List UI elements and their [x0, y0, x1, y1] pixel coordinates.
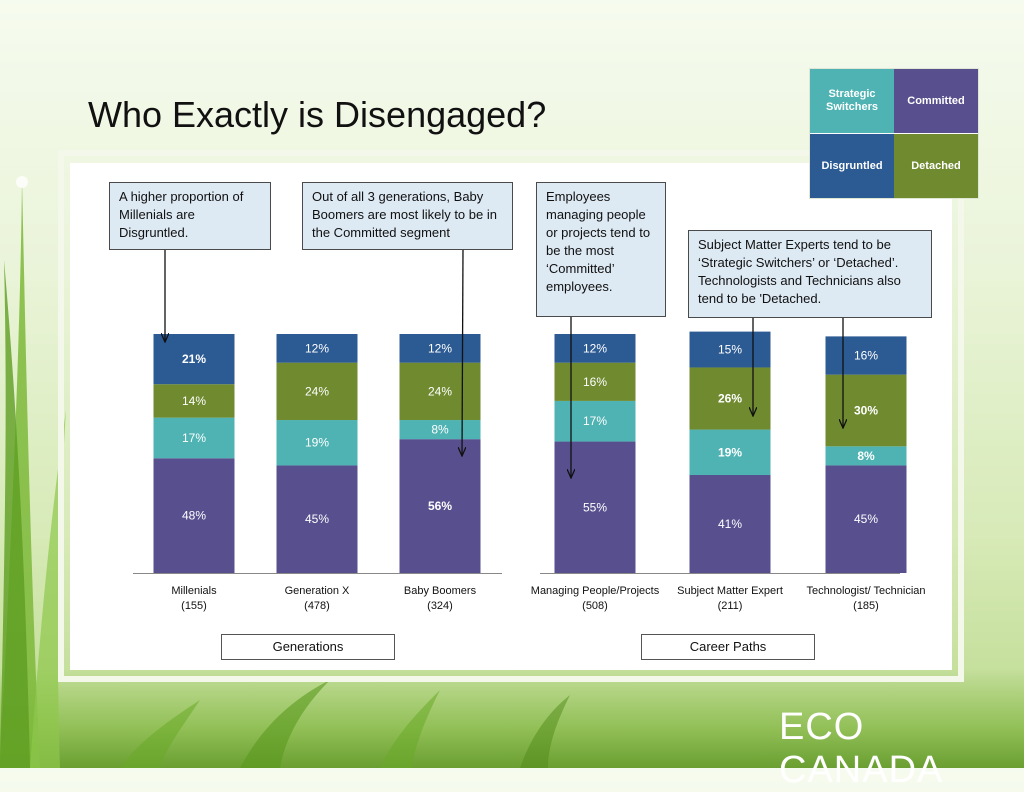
callout-baby-boomers: Out of all 3 generations, Baby Boomers a…: [302, 182, 513, 250]
data-label-strategic-switchers-generation-x: 19%: [305, 436, 329, 450]
data-label-disgruntled-baby-boomers: 12%: [428, 341, 452, 355]
bar-strategic-switchers-subject-matter-expert: [689, 429, 771, 476]
category-label-technologist-technician: Technologist/ Technician: [806, 585, 925, 597]
bar-strategic-switchers-millenials: [153, 417, 235, 459]
data-label-disgruntled-managing-people-projects: 12%: [583, 341, 607, 355]
callout-subject-matter-expert: Subject Matter Experts tend to be ‘Strat…: [688, 230, 932, 318]
category-count-baby-boomers: (324): [427, 600, 453, 612]
data-label-detached-managing-people-projects: 16%: [583, 375, 607, 389]
category-label-baby-boomers: Baby Boomers: [404, 585, 477, 597]
data-label-committed-millenials: 48%: [182, 509, 206, 523]
page-title: Who Exactly is Disengaged?: [88, 94, 547, 135]
legend-committed: Committed: [894, 69, 978, 133]
category-label-subject-matter-expert: Subject Matter Expert: [677, 585, 783, 597]
data-label-strategic-switchers-millenials: 17%: [182, 431, 206, 445]
bar-committed-managing-people-projects: [554, 441, 636, 573]
bar-disgruntled-baby-boomers: [399, 334, 481, 363]
data-label-committed-technologist-technician: 45%: [854, 512, 878, 526]
bar-strategic-switchers-managing-people-projects: [554, 400, 636, 442]
background-glow: [0, 668, 1024, 768]
data-label-committed-baby-boomers: 56%: [428, 499, 452, 513]
legend-strategic-switchers: Strategic Switchers: [810, 69, 894, 133]
arrow-baby-boomers: [462, 249, 463, 456]
section-label-career-paths: Career Paths: [641, 634, 815, 660]
grass-bottom-decoration: [120, 680, 570, 768]
bar-detached-managing-people-projects: [554, 362, 636, 401]
data-label-strategic-switchers-managing-people-projects: 17%: [583, 414, 607, 428]
category-count-technologist-technician: (185): [853, 600, 879, 612]
chart-panel-frame: [58, 150, 964, 682]
data-label-committed-subject-matter-expert: 41%: [718, 517, 742, 531]
data-label-detached-baby-boomers: 24%: [428, 384, 452, 398]
category-label-millenials: Millenials: [171, 585, 217, 597]
bar-detached-generation-x: [276, 362, 358, 421]
category-label-generation-x: Generation X: [285, 585, 350, 597]
callout-millenials: A higher proportion of Millenials are Di…: [109, 182, 271, 250]
bar-committed-generation-x: [276, 465, 358, 573]
bar-detached-millenials: [153, 384, 235, 418]
data-label-disgruntled-millenials: 21%: [182, 352, 206, 366]
callout-managing-people: Employees managing people or projects te…: [536, 182, 666, 317]
bar-committed-baby-boomers: [399, 439, 481, 573]
category-count-managing-people-projects: (508): [582, 600, 608, 612]
bar-detached-technologist-technician: [825, 374, 907, 447]
bar-detached-baby-boomers: [399, 362, 481, 421]
data-label-strategic-switchers-baby-boomers: 8%: [431, 423, 449, 437]
data-label-committed-generation-x: 45%: [305, 512, 329, 526]
bar-strategic-switchers-technologist-technician: [825, 446, 907, 466]
logo-text: ECO CANADA: [779, 706, 944, 791]
bar-strategic-switchers-baby-boomers: [399, 420, 481, 440]
grass-decoration: [0, 176, 66, 768]
data-label-committed-managing-people-projects: 55%: [583, 500, 607, 514]
category-count-generation-x: (478): [304, 600, 330, 612]
category-count-millenials: (155): [181, 600, 207, 612]
data-label-detached-subject-matter-expert: 26%: [718, 392, 742, 406]
bar-disgruntled-managing-people-projects: [554, 334, 636, 363]
segment-legend: Strategic Switchers Committed Disgruntle…: [810, 69, 978, 198]
data-label-strategic-switchers-subject-matter-expert: 19%: [718, 445, 742, 459]
data-label-disgruntled-generation-x: 12%: [305, 341, 329, 355]
category-count-subject-matter-expert: (211): [718, 600, 743, 612]
section-label-generations: Generations: [221, 634, 395, 660]
data-label-detached-millenials: 14%: [182, 394, 206, 408]
legend-disgruntled: Disgruntled: [810, 134, 894, 198]
data-label-disgruntled-technologist-technician: 16%: [854, 349, 878, 363]
bar-disgruntled-technologist-technician: [825, 336, 907, 375]
data-label-disgruntled-subject-matter-expert: 15%: [718, 343, 742, 357]
category-label-managing-people-projects: Managing People/Projects: [531, 585, 660, 597]
legend-detached: Detached: [894, 134, 978, 198]
eco-canada-logo: ECO CANADA: [779, 706, 1024, 792]
bar-disgruntled-generation-x: [276, 334, 358, 363]
bar-disgruntled-subject-matter-expert: [689, 331, 771, 368]
bar-detached-subject-matter-expert: [689, 367, 771, 430]
data-label-detached-technologist-technician: 30%: [854, 403, 878, 417]
bar-committed-subject-matter-expert: [689, 475, 771, 573]
bar-strategic-switchers-generation-x: [276, 420, 358, 466]
data-label-strategic-switchers-technologist-technician: 8%: [857, 449, 875, 463]
stacked-bar-chart: 48% 17% 14% 21% Millenials (155) 45% 19% 24% 12% G…: [133, 249, 926, 612]
bar-committed-technologist-technician: [825, 465, 907, 573]
data-label-detached-generation-x: 24%: [305, 384, 329, 398]
bar-committed-millenials: [153, 458, 235, 573]
